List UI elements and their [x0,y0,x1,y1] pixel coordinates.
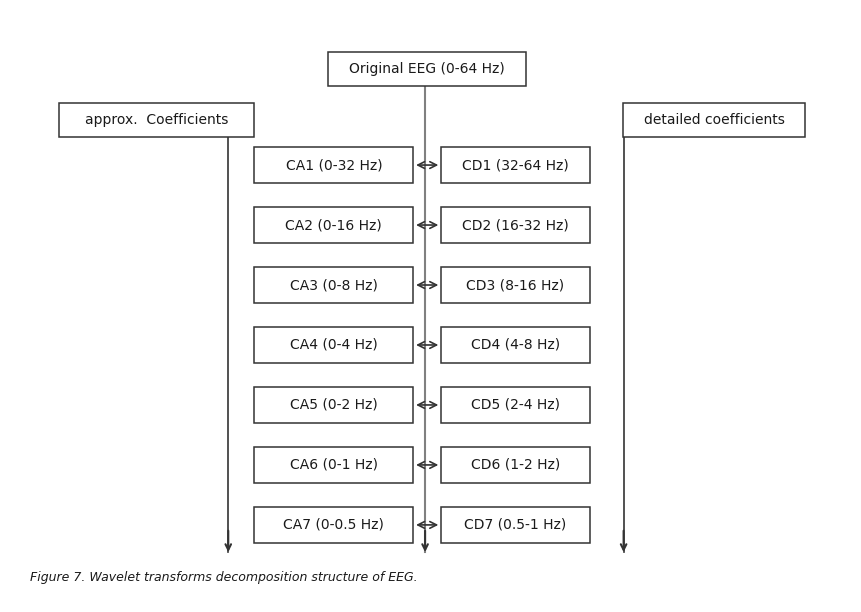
FancyBboxPatch shape [441,327,589,363]
FancyBboxPatch shape [441,447,589,483]
Text: CD4 (4-8 Hz): CD4 (4-8 Hz) [470,338,560,352]
FancyBboxPatch shape [254,447,412,483]
Text: CD2 (16-32 Hz): CD2 (16-32 Hz) [461,218,568,232]
FancyBboxPatch shape [59,103,253,138]
FancyBboxPatch shape [441,267,589,303]
FancyBboxPatch shape [254,387,412,423]
Text: detailed coefficients: detailed coefficients [643,113,784,127]
FancyBboxPatch shape [254,327,412,363]
Text: CA2 (0-16 Hz): CA2 (0-16 Hz) [285,218,381,232]
Text: CD3 (8-16 Hz): CD3 (8-16 Hz) [466,278,564,292]
Text: Original EEG (0-64 Hz): Original EEG (0-64 Hz) [349,62,504,76]
FancyBboxPatch shape [254,267,412,303]
Text: CA3 (0-8 Hz): CA3 (0-8 Hz) [289,278,377,292]
Text: CA7 (0-0.5 Hz): CA7 (0-0.5 Hz) [283,518,384,532]
FancyBboxPatch shape [441,207,589,243]
Text: approx.  Coefficients: approx. Coefficients [84,113,228,127]
Text: CA5 (0-2 Hz): CA5 (0-2 Hz) [289,398,377,412]
Text: CD7 (0.5-1 Hz): CD7 (0.5-1 Hz) [464,518,566,532]
FancyBboxPatch shape [623,103,804,138]
Text: CA1 (0-32 Hz): CA1 (0-32 Hz) [285,158,381,172]
Text: CA4 (0-4 Hz): CA4 (0-4 Hz) [289,338,377,352]
FancyBboxPatch shape [254,507,412,543]
FancyBboxPatch shape [254,207,412,243]
Text: CD5 (2-4 Hz): CD5 (2-4 Hz) [470,398,560,412]
FancyBboxPatch shape [441,507,589,543]
FancyBboxPatch shape [441,147,589,183]
FancyBboxPatch shape [254,147,412,183]
Text: CA6 (0-1 Hz): CA6 (0-1 Hz) [289,458,377,472]
Text: CD6 (1-2 Hz): CD6 (1-2 Hz) [470,458,560,472]
FancyBboxPatch shape [441,387,589,423]
Text: Figure 7. Wavelet transforms decomposition structure of EEG.: Figure 7. Wavelet transforms decompositi… [29,570,417,584]
FancyBboxPatch shape [327,51,525,86]
Text: CD1 (32-64 Hz): CD1 (32-64 Hz) [461,158,568,172]
